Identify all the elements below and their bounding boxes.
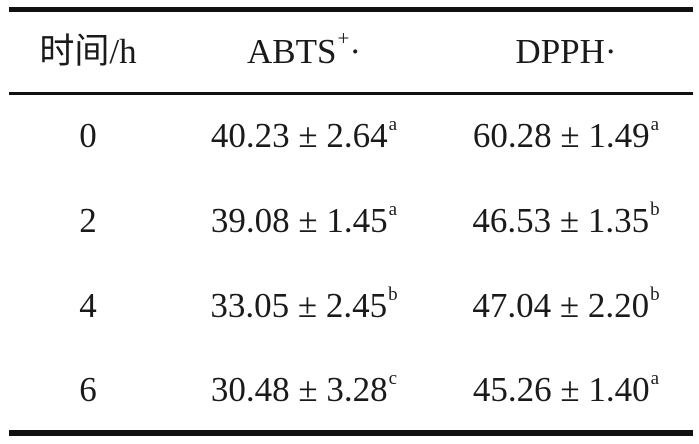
abts-significance: a [388, 199, 398, 221]
abts-significance: c [388, 368, 398, 390]
abts-cell: 39.08 ± 1.45a [174, 191, 434, 251]
header-abts: ABTS+· [174, 22, 434, 82]
table-row: 6 30.48 ± 3.28c 45.26 ± 1.40a [9, 360, 693, 420]
header-dpph: DPPH· [439, 22, 693, 82]
abts-value: 40.23 ± 2.64 [210, 116, 388, 155]
table-row: 2 39.08 ± 1.45a 46.53 ± 1.35b [9, 191, 693, 251]
time-cell: 2 [79, 201, 97, 240]
header-dpph-label: DPPH [515, 32, 605, 71]
dpph-cell: 47.04 ± 2.20b [439, 276, 693, 336]
header-dpph-dot: · [604, 32, 617, 71]
dpph-value: 47.04 ± 2.20 [472, 286, 650, 325]
bottom-rule [9, 430, 693, 436]
dpph-cell: 45.26 ± 1.40a [439, 360, 693, 420]
dpph-significance: a [650, 368, 660, 390]
time-cell: 0 [79, 116, 97, 155]
abts-cell: 30.48 ± 3.28c [174, 360, 434, 420]
dpph-cell: 46.53 ± 1.35b [439, 191, 693, 251]
abts-value: 33.05 ± 2.45 [210, 286, 388, 325]
dpph-significance: a [650, 114, 660, 136]
dpph-value: 60.28 ± 1.49 [472, 116, 650, 155]
abts-value: 30.48 ± 3.28 [210, 370, 388, 409]
header-time-label: 时间/h [39, 32, 137, 71]
time-cell: 6 [79, 370, 97, 409]
header-abts-label: ABTS [247, 32, 337, 71]
dpph-significance: b [650, 199, 660, 221]
table-row: 0 40.23 ± 2.64a 60.28 ± 1.49a [9, 106, 693, 166]
table-row: 4 33.05 ± 2.45b 47.04 ± 2.20b [9, 276, 693, 336]
abts-value: 39.08 ± 1.45 [210, 201, 388, 240]
data-table: 时间/h ABTS+· DPPH· 0 40.23 ± 2.64a 60.28 … [9, 0, 693, 444]
time-cell: 4 [79, 286, 97, 325]
header-abts-superscript: + [337, 26, 350, 51]
header-rule [9, 92, 693, 95]
abts-cell: 40.23 ± 2.64a [174, 106, 434, 166]
abts-significance: a [388, 114, 398, 136]
header-row: 时间/h ABTS+· DPPH· [9, 22, 693, 82]
header-time: 时间/h [9, 22, 167, 82]
abts-cell: 33.05 ± 2.45b [174, 276, 434, 336]
dpph-value: 46.53 ± 1.35 [472, 201, 650, 240]
dpph-value: 45.26 ± 1.40 [472, 370, 650, 409]
top-rule [9, 7, 693, 12]
dpph-cell: 60.28 ± 1.49a [439, 106, 693, 166]
abts-significance: b [388, 284, 398, 306]
dpph-significance: b [650, 284, 660, 306]
header-abts-dot: · [349, 32, 361, 71]
